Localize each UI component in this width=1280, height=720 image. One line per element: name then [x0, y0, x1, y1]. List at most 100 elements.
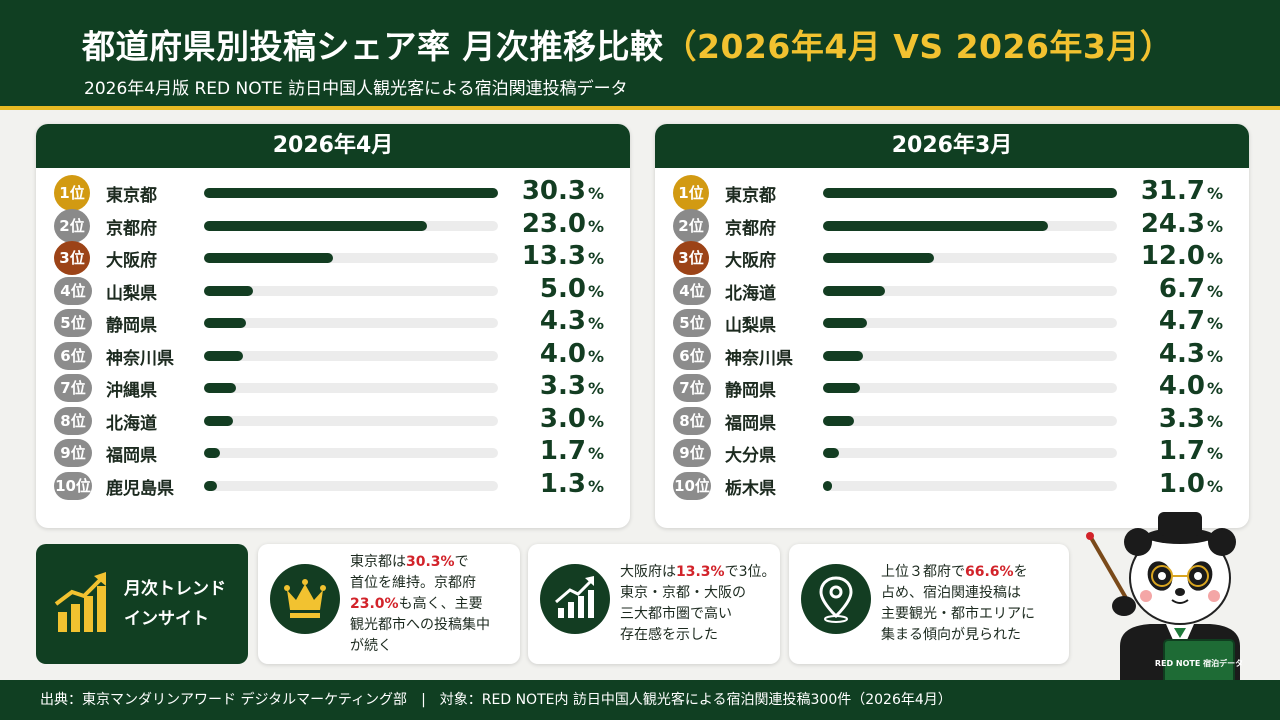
bar-track [204, 285, 498, 296]
prefecture-label: 山梨県 [725, 316, 776, 336]
prefecture-label: 大阪府 [725, 251, 776, 271]
bar-fill [204, 448, 221, 458]
share-value: 4.0% [1159, 371, 1223, 401]
prefecture-label: 北海道 [725, 283, 776, 304]
share-value: 1.3% [540, 469, 604, 499]
panel-march: 2026年3月 1位 東京都 31.7% 2位 京都府 24.3% 3位 大阪府 12.0% 4位… [655, 124, 1249, 528]
share-number: 1.3 [539, 468, 586, 499]
rank-badge: 2位 [54, 208, 90, 243]
bar-fill [823, 253, 935, 263]
panel-title: 2026年4月 [36, 124, 630, 168]
bar-track [823, 318, 1117, 328]
prefecture-label: 福岡県 [725, 413, 776, 434]
share-value: 4.0% [540, 339, 604, 369]
share-value: 31.7% [1141, 176, 1223, 206]
bar-track [823, 253, 1117, 263]
bar-track [823, 448, 1117, 458]
ranking-list: 1位 東京都 30.3% 2位 京都府 23.0% 3位 大阪府 13.3% 4位 山梨県 5.0% 5… [36, 168, 630, 501]
rank-badge: 4位 [673, 276, 711, 305]
location-pin-icon [801, 564, 871, 634]
share-number: 4.0 [1158, 371, 1205, 401]
rank-badge: 7位 [673, 374, 711, 402]
footer-bar: 出典：東京マンダリンアワード デジタルマーケティング部 | 対象：RED NOTE内… [0, 680, 1280, 720]
bar-fill [204, 350, 243, 361]
share-value: 3.0% [540, 404, 604, 434]
footer-target: 対象：RED NOTE内 訪日中国人観光客による宿泊関連投稿300件（2026年… [439, 692, 952, 708]
share-value: 5.0% [540, 274, 604, 304]
trend-chart-icon [54, 572, 106, 632]
bar-track [823, 188, 1117, 198]
prefecture-label: 鹿児島県 [106, 478, 174, 499]
share-unit: % [587, 346, 604, 366]
bar-fill [204, 480, 217, 491]
ranking-row: 6位 神奈川県 4.0% [36, 339, 630, 372]
share-unit: % [1206, 314, 1223, 333]
bar-fill [823, 220, 1049, 231]
prefecture-label: 大分県 [725, 446, 776, 466]
share-value: 4.3% [1159, 339, 1223, 369]
insight-text: 東京都は30.3%で 首位を維持。京都府 23.0%も高く、主要 観光都市への投… [350, 554, 490, 654]
insight-card-top3: 上位３都府で66.6%を 占め、宿泊関連投稿は 主要観光・都市エリアに 集まる傾… [789, 544, 1069, 664]
share-value: 24.3% [1141, 209, 1223, 239]
rank-badge: 4位 [54, 276, 92, 305]
share-unit: % [587, 281, 604, 301]
bar-fill [204, 318, 246, 328]
share-unit: % [587, 314, 604, 333]
prefecture-label: 北海道 [106, 413, 157, 434]
share-unit: % [587, 379, 604, 398]
bar-track [204, 448, 498, 458]
prefecture-label: 東京都 [725, 186, 776, 206]
ranking-row: 5位 山梨県 4.7% [655, 306, 1249, 339]
rank-badge: 10位 [673, 471, 711, 500]
ranking-row: 3位 大阪府 13.3% [36, 241, 630, 275]
insight-heading: 月次トレンド インサイト [124, 579, 226, 629]
insight-card-tokyo: 東京都は30.3%で 首位を維持。京都府 23.0%も高く、主要 観光都市への投… [258, 544, 520, 664]
bar-track [823, 350, 1117, 361]
ranking-row: 1位 東京都 30.3% [36, 175, 630, 211]
bar-fill [204, 383, 237, 393]
share-unit: % [587, 249, 604, 268]
rank-badge: 7位 [54, 374, 92, 402]
insight-card-osaka: 大阪府は13.3%で3位。 東京・京都・大阪の 三大都市圏で高い 存在感を示した [528, 544, 780, 664]
bar-fill [204, 415, 234, 426]
bar-track [204, 318, 498, 328]
ranking-row: 5位 静岡県 4.3% [36, 306, 630, 339]
rank-badge: 2位 [673, 208, 709, 243]
bar-fill [823, 383, 861, 393]
ranking-row: 7位 沖縄県 3.3% [36, 371, 630, 404]
share-value: 3.3% [540, 371, 604, 401]
share-number: 3.3 [1158, 403, 1205, 434]
header-banner: 都道府県別投稿シェア率 月次推移比較（2026年4月 VS 2026年3月） 2… [0, 0, 1280, 110]
bar-fill [823, 480, 833, 491]
rank-badge: 3位 [54, 241, 90, 275]
prefecture-label: 山梨県 [106, 283, 157, 304]
book-label: RED NOTE 宿泊データ [1155, 658, 1243, 668]
bar-fill [204, 220, 428, 231]
bar-fill [204, 188, 498, 198]
share-unit: % [1206, 444, 1223, 463]
panel-april: 2026年4月 1位 東京都 30.3% 2位 京都府 23.0% 3位 大阪府 13.3% 4位… [36, 124, 630, 528]
prefecture-label: 静岡県 [725, 381, 776, 401]
share-value: 4.7% [1159, 306, 1223, 336]
bar-track [204, 383, 498, 393]
share-number: 30.3 [521, 176, 586, 206]
share-unit: % [587, 184, 604, 203]
prefecture-label: 神奈川県 [106, 348, 174, 369]
prefecture-label: 福岡県 [106, 446, 157, 466]
prefecture-label: 栃木県 [725, 478, 776, 499]
bar-fill [823, 188, 1117, 198]
bar-track [823, 415, 1117, 426]
title-main: 都道府県別投稿シェア率 月次推移比較 [82, 27, 664, 66]
ranking-row: 9位 福岡県 1.7% [36, 436, 630, 469]
ranking-row: 9位 大分県 1.7% [655, 436, 1249, 469]
share-unit: % [1206, 476, 1223, 496]
share-number: 1.7 [539, 436, 586, 466]
rank-badge: 10位 [54, 471, 92, 500]
share-number: 1.0 [1158, 468, 1205, 499]
panel-title: 2026年3月 [655, 124, 1249, 168]
prefecture-label: 京都府 [106, 218, 157, 239]
share-unit: % [587, 444, 604, 463]
insight-heading-box: 月次トレンド インサイト [36, 544, 248, 664]
bar-track [823, 480, 1117, 491]
page-subtitle: 2026年4月版 RED NOTE 訪日中国人観光客による宿泊関連投稿データ [84, 79, 628, 99]
